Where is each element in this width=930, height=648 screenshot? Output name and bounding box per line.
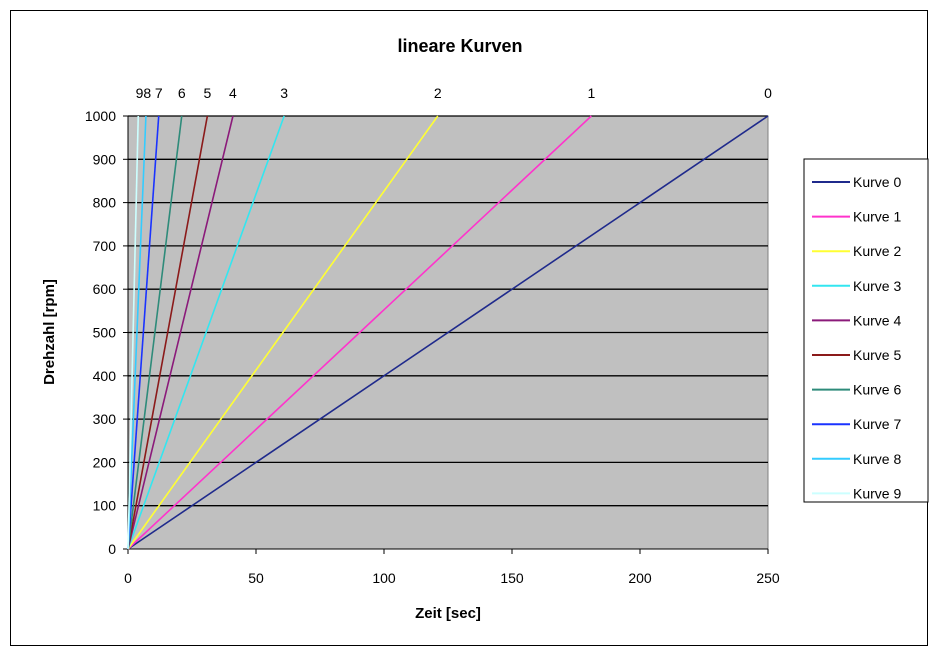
x-tick-label: 150 [500, 570, 524, 586]
legend-label: Kurve 6 [853, 382, 901, 398]
x-axis-label: Zeit [sec] [415, 605, 481, 622]
series-line-3 [127, 115, 285, 550]
y-tick-label: 600 [93, 281, 117, 297]
y-tick-label: 400 [93, 368, 117, 384]
series-line-2 [127, 115, 439, 550]
curve-tag: 5 [203, 85, 211, 101]
series-line-4 [127, 115, 234, 550]
y-tick-label: 500 [93, 325, 117, 341]
y-tick-label: 200 [93, 454, 117, 470]
series-line-8 [127, 115, 147, 550]
curve-tag: 7 [155, 85, 163, 101]
curve-tag: 6 [178, 85, 186, 101]
legend-label: Kurve 5 [853, 347, 901, 363]
y-tick-label: 1000 [85, 108, 116, 124]
series-line-0 [127, 115, 769, 550]
chart-title: lineare Kurven [397, 36, 522, 56]
curve-tag: 3 [280, 85, 288, 101]
series-line-1 [127, 115, 592, 550]
series-lines [127, 115, 769, 550]
legend-label: Kurve 3 [853, 278, 901, 294]
y-tick-label: 100 [93, 498, 117, 514]
y-axis-ticks: 0 100 200 300 400 500 600 700 800 900 1000 [85, 108, 768, 557]
legend-label: Kurve 0 [853, 174, 901, 190]
legend-label: Kurve 9 [853, 485, 901, 501]
series-line-9 [127, 115, 140, 550]
legend-label: Kurve 1 [853, 209, 901, 225]
curve-tag: 4 [229, 85, 237, 101]
x-axis-ticks: 0 50 100 150 200 250 [124, 549, 780, 586]
x-tick-label: 0 [124, 570, 132, 586]
x-tick-label: 200 [628, 570, 652, 586]
legend-label: Kurve 4 [853, 312, 901, 328]
legend-label: Kurve 8 [853, 451, 901, 467]
legend-label: Kurve 7 [853, 416, 901, 432]
curve-tag: 98 [136, 85, 152, 101]
gridlines [128, 115, 768, 507]
y-axis-label: Drehzahl [rpm] [41, 279, 58, 385]
y-tick-label: 900 [93, 151, 117, 167]
y-tick-label: 700 [93, 238, 117, 254]
curve-tag: 2 [434, 85, 442, 101]
y-tick-label: 0 [108, 541, 116, 557]
series-line-5 [127, 115, 209, 550]
series-line-7 [127, 115, 160, 550]
legend-label: Kurve 2 [853, 243, 901, 259]
y-tick-label: 300 [93, 411, 117, 427]
curve-tag: 1 [587, 85, 595, 101]
legend: Kurve 0 Kurve 1 Kurve 2 Kurve 3 Kurve 4 Kurve… [803, 158, 929, 503]
series-line-6 [127, 115, 183, 550]
x-tick-label: 100 [372, 570, 396, 586]
x-tick-label: 250 [756, 570, 780, 586]
x-tick-label: 50 [248, 570, 264, 586]
curve-tag: 0 [764, 85, 772, 101]
y-tick-label: 800 [93, 195, 117, 211]
